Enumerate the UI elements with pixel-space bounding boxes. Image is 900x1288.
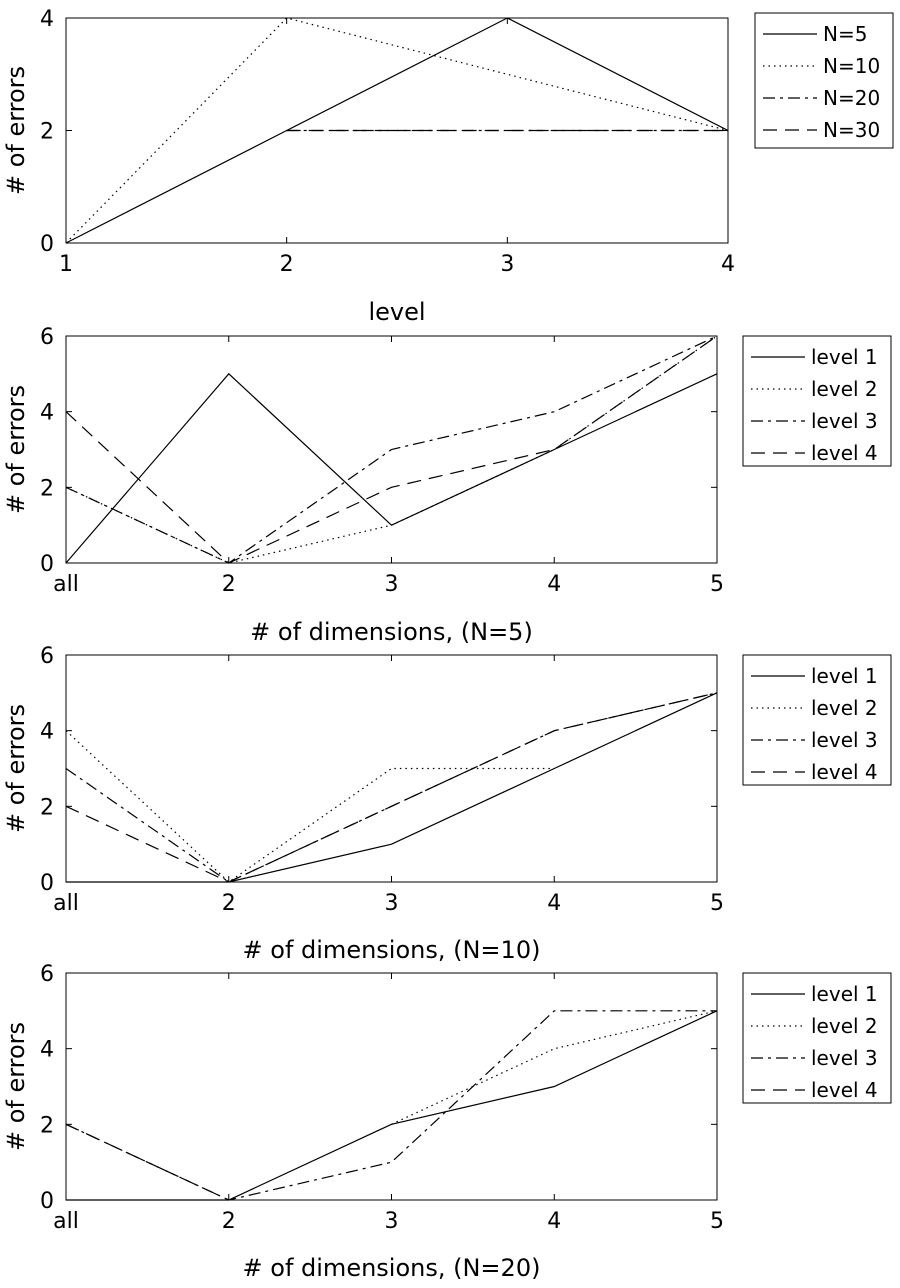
y-tick-label: 4 bbox=[40, 720, 54, 745]
x-tick-label: all bbox=[53, 572, 79, 597]
legend: level 1 level 2 level 3 level 4 bbox=[742, 972, 892, 1104]
subplot-1: 1 2 3 4 0 2 4 level # of errors N=5 N=10 N=20 N=30 bbox=[2, 7, 894, 326]
legend-label: N=20 bbox=[823, 86, 880, 110]
legend-label: level 2 bbox=[811, 1014, 878, 1038]
axes-frame bbox=[65, 972, 718, 1201]
legend-label: level 3 bbox=[811, 728, 878, 752]
series-line-level-1 bbox=[66, 692, 718, 883]
series-line-level-2 bbox=[65, 335, 718, 564]
y-tick-label: 6 bbox=[40, 962, 54, 987]
y-tick-label: 4 bbox=[40, 401, 54, 426]
legend-label: level 2 bbox=[811, 377, 878, 401]
y-tick-label: 2 bbox=[40, 1113, 54, 1138]
legend: N=5 N=10 N=20 N=30 bbox=[754, 12, 894, 149]
y-tick-label: 6 bbox=[40, 644, 54, 669]
x-tick-label: 4 bbox=[721, 252, 735, 277]
legend-label: level 4 bbox=[811, 760, 878, 784]
x-axis-label: # of dimensions, (N=20) bbox=[243, 1254, 541, 1282]
legend-label: level 2 bbox=[811, 696, 878, 720]
x-tick-label: 5 bbox=[710, 572, 724, 597]
x-tick-label: 3 bbox=[385, 1209, 399, 1234]
series-line-level-3 bbox=[65, 335, 718, 564]
legend-label: level 1 bbox=[811, 345, 878, 369]
y-tick-label: 0 bbox=[40, 1189, 54, 1214]
legend: level 1 level 2 level 3 level 4 bbox=[742, 654, 892, 786]
x-tick-label: 3 bbox=[500, 252, 514, 277]
series-line-level-1 bbox=[66, 1010, 718, 1201]
x-axis-label: level bbox=[368, 298, 425, 326]
legend-box bbox=[742, 972, 892, 1104]
series-line-level-2 bbox=[65, 730, 555, 883]
x-tick-label: all bbox=[53, 1209, 79, 1234]
legend-box bbox=[742, 335, 892, 467]
x-tick-label: 3 bbox=[385, 572, 399, 597]
x-axis-label: # of dimensions, (N=10) bbox=[243, 936, 541, 964]
y-tick-label: 0 bbox=[40, 232, 54, 257]
y-tick-label: 2 bbox=[40, 120, 54, 145]
y-tick-label: 2 bbox=[40, 795, 54, 820]
legend-label: N=10 bbox=[823, 54, 880, 78]
legend-label: level 4 bbox=[811, 441, 878, 465]
legend-box bbox=[754, 12, 894, 149]
series-line-level-3 bbox=[65, 692, 718, 883]
x-tick-label: all bbox=[53, 891, 79, 916]
y-tick-label: 6 bbox=[40, 325, 54, 350]
y-axis-label: # of errors bbox=[2, 385, 30, 514]
legend: level 1 level 2 level 3 level 4 bbox=[742, 335, 892, 467]
y-tick-label: 0 bbox=[40, 552, 54, 577]
legend-label: N=30 bbox=[823, 118, 880, 142]
x-tick-label: 4 bbox=[547, 1209, 561, 1234]
series-line-n-5 bbox=[65, 17, 729, 244]
series-line-level-4 bbox=[65, 335, 718, 564]
x-tick-label: 2 bbox=[280, 252, 294, 277]
y-axis-label: # of errors bbox=[2, 1022, 30, 1151]
series-line-level-4 bbox=[65, 692, 718, 883]
x-tick-label: 5 bbox=[710, 1209, 724, 1234]
x-tick-label: 3 bbox=[385, 891, 399, 916]
legend-label: level 4 bbox=[811, 1078, 878, 1102]
subplot-3: all 2 3 4 5 0 2 4 6 # of dimensions, (N=10) # of e… bbox=[2, 644, 892, 964]
legend-label: level 3 bbox=[811, 409, 878, 433]
x-tick-label: 4 bbox=[547, 572, 561, 597]
y-axis-label: # of errors bbox=[2, 704, 30, 833]
subplot-4: all 2 3 4 5 0 2 4 6 # of dimensions, (N=20) # of e… bbox=[2, 962, 892, 1282]
series-line-level-1 bbox=[65, 372, 718, 564]
axes-frame bbox=[65, 654, 718, 883]
subplot-2: all 2 3 4 5 0 2 4 6 # of dimensions, (N=5) # of er… bbox=[2, 325, 892, 646]
x-tick-label: 5 bbox=[710, 891, 724, 916]
y-tick-label: 4 bbox=[40, 7, 54, 32]
legend-label: level 1 bbox=[811, 982, 878, 1006]
x-tick-label: 2 bbox=[222, 572, 236, 597]
y-axis-label: # of errors bbox=[2, 66, 30, 195]
legend-label: N=5 bbox=[823, 22, 867, 46]
x-tick-label: 4 bbox=[547, 891, 561, 916]
legend-box bbox=[742, 654, 892, 786]
series-line-level-2 bbox=[391, 1010, 718, 1125]
y-tick-label: 2 bbox=[40, 476, 54, 501]
series-line-level-4 bbox=[65, 1123, 230, 1201]
series-line-n-10 bbox=[65, 17, 729, 244]
legend-label: level 1 bbox=[811, 664, 878, 688]
x-tick-label: 2 bbox=[222, 1209, 236, 1234]
y-tick-label: 4 bbox=[40, 1038, 54, 1063]
y-tick-label: 0 bbox=[40, 871, 54, 896]
x-tick-label: 1 bbox=[59, 252, 73, 277]
x-tick-label: 2 bbox=[222, 891, 236, 916]
x-axis-label: # of dimensions, (N=5) bbox=[250, 618, 533, 646]
series-line-level-3 bbox=[65, 1010, 717, 1201]
legend-label: level 3 bbox=[811, 1046, 878, 1070]
